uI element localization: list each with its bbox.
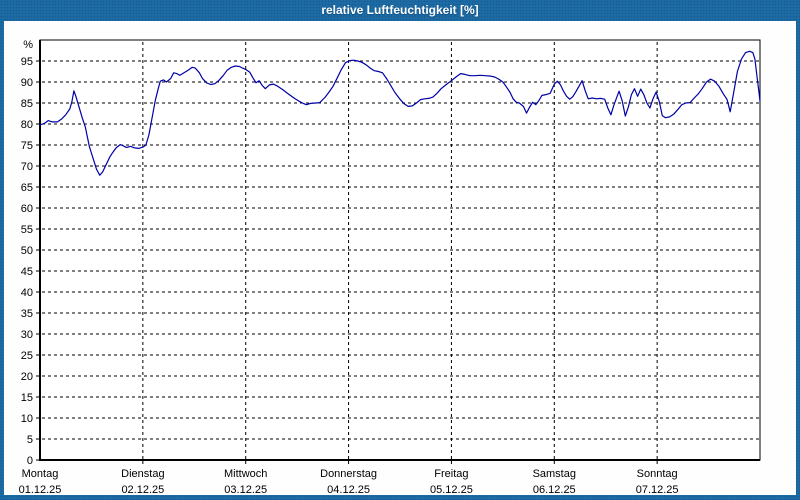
window-titlebar[interactable]: relative Luftfeuchtigkeit [%] xyxy=(0,0,800,21)
window-title: relative Luftfeuchtigkeit [%] xyxy=(321,3,479,17)
chart-panel xyxy=(4,21,796,495)
